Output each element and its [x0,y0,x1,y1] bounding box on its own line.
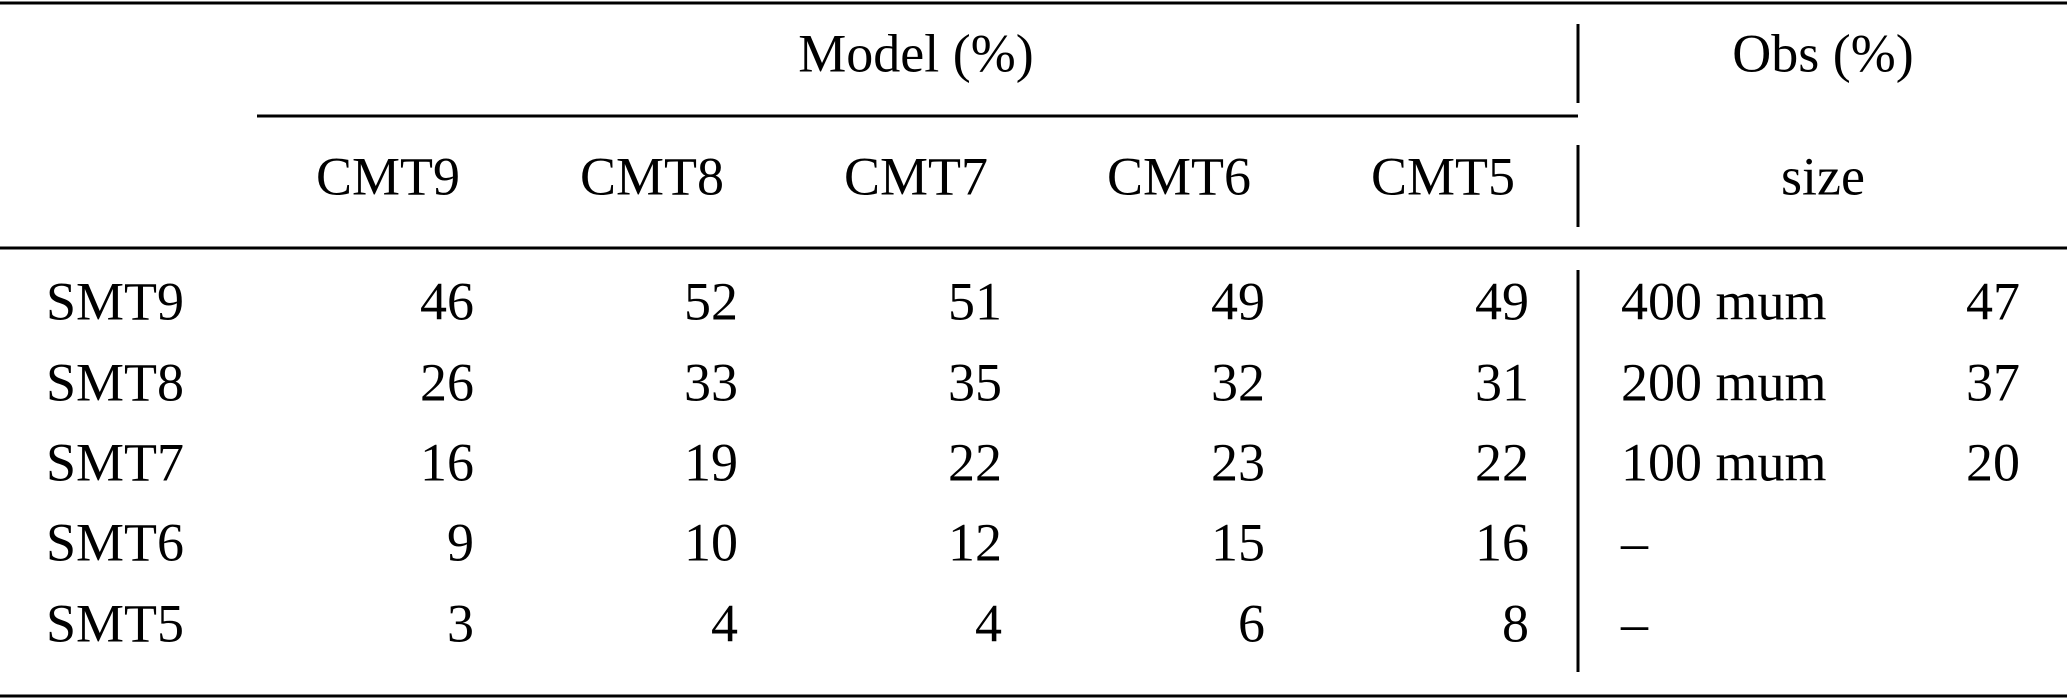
row-label: SMT8 [46,352,184,412]
cell: 10 [684,512,738,572]
row-label: SMT6 [46,512,184,572]
cell: 12 [948,512,1002,572]
row-label: SMT5 [46,593,184,653]
cell: 31 [1475,352,1529,412]
cell: 16 [1475,512,1529,572]
cell: 3 [447,593,474,653]
cell: 19 [684,432,738,492]
cell: 23 [1211,432,1265,492]
row-label: SMT9 [46,271,184,331]
column-header: size [1781,146,1865,206]
cell: 49 [1211,271,1265,331]
cell: 49 [1475,271,1529,331]
row-label: SMT7 [46,432,184,492]
obs-size: 200 mum [1621,352,1827,412]
column-header: CMT9 [316,146,460,206]
cell: 9 [447,512,474,572]
cell: 4 [975,593,1002,653]
obs-size: – [1620,512,1649,572]
column-header: CMT7 [844,146,988,206]
column-header: CMT8 [580,146,724,206]
column-header: CMT5 [1371,146,1515,206]
cell: 6 [1238,593,1265,653]
obs-size: 100 mum [1621,432,1827,492]
cell: 15 [1211,512,1265,572]
obs-size: – [1620,593,1649,653]
cell: 52 [684,271,738,331]
obs-value: 20 [1966,432,2020,492]
cell: 51 [948,271,1002,331]
cell: 16 [420,432,474,492]
group-header: Model (%) [798,23,1033,83]
cell: 22 [948,432,1002,492]
obs-value: 37 [1966,352,2020,412]
cell: 8 [1502,593,1529,653]
cell: 26 [420,352,474,412]
column-header: CMT6 [1107,146,1251,206]
cell: 35 [948,352,1002,412]
cell: 46 [420,271,474,331]
cell: 32 [1211,352,1265,412]
group-header: Obs (%) [1732,23,1913,83]
obs-value: 47 [1966,271,2020,331]
cell: 33 [684,352,738,412]
cell: 4 [711,593,738,653]
cell: 22 [1475,432,1529,492]
obs-size: 400 mum [1621,271,1827,331]
